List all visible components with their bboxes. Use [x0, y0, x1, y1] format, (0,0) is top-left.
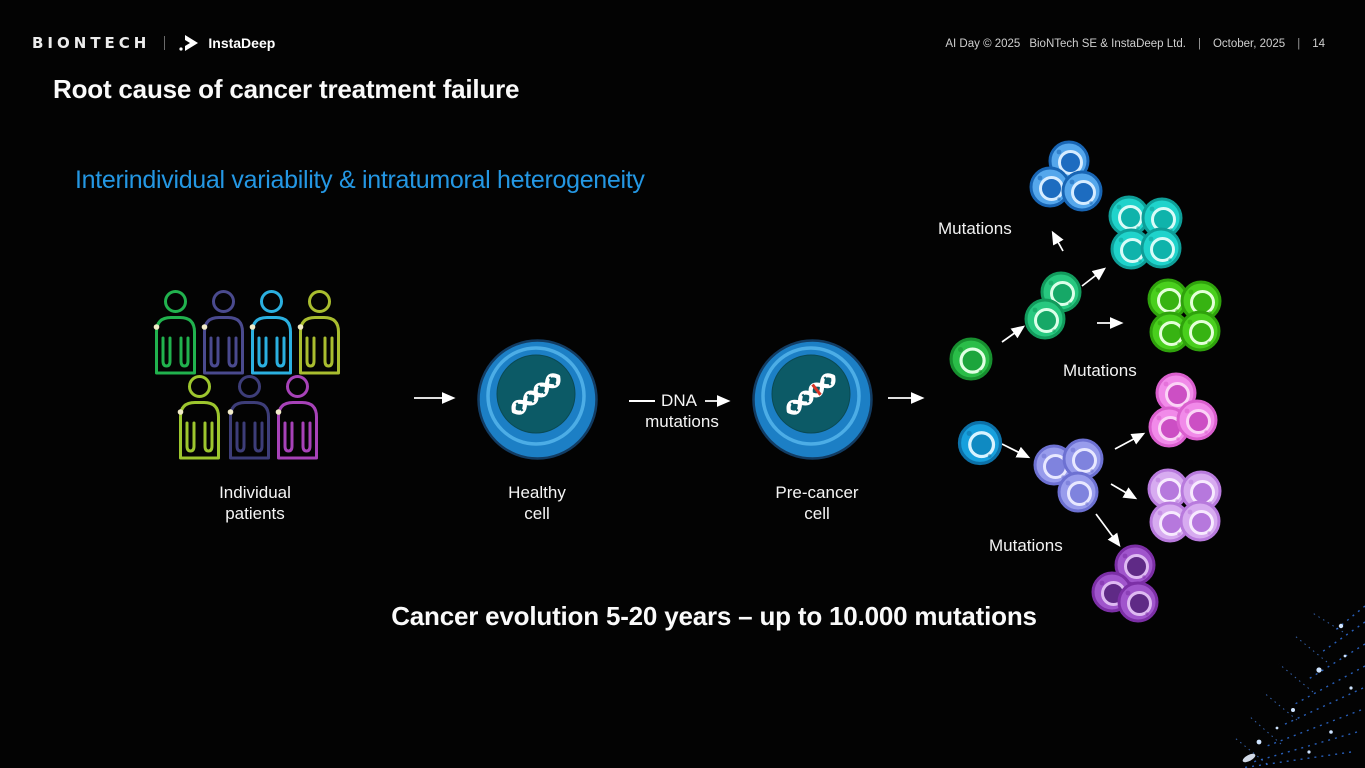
- arrow-icon: [414, 392, 456, 404]
- connector-line: [629, 400, 656, 402]
- meta-date: October, 2025: [1212, 38, 1286, 50]
- network-decoration: [1234, 605, 1365, 768]
- meta-company: BioNTech SE & InstaDeep Ltd.: [1029, 38, 1186, 50]
- cell-single-blue: [959, 422, 1001, 464]
- arrow-icon: [1110, 483, 1138, 500]
- precancer-cell-illustration: [752, 339, 873, 460]
- cell-cluster-teal: [1110, 197, 1181, 268]
- logo-row: BIONTECH InstaDeep: [32, 33, 275, 53]
- caption-text: Cancer evolution 5-20 years – up to 10.0…: [391, 601, 1037, 631]
- cell-cluster-periwinkle: [1035, 440, 1102, 511]
- arrow-icon: [1114, 432, 1146, 450]
- mutation-mark: [811, 383, 822, 396]
- person-icon: [200, 290, 244, 375]
- cell-single-green: [951, 339, 991, 379]
- biontech-logo: BIONTECH: [32, 34, 151, 52]
- slide-caption: Cancer evolution 5-20 years – up to 10.0…: [0, 601, 1365, 632]
- arrow-icon: [1081, 267, 1107, 287]
- arrow-icon: [704, 395, 731, 407]
- person-icon: [248, 290, 292, 375]
- cell-cluster-pink: [1150, 374, 1216, 446]
- precancer-cell-label: Pre-cancer cell: [775, 483, 859, 523]
- arrow-icon: [1001, 443, 1031, 459]
- dna-helix-icon: [511, 373, 561, 415]
- meta-separator: |: [1297, 38, 1301, 50]
- person-icon: [296, 290, 340, 375]
- mutations-word: mutations: [645, 412, 719, 431]
- person-icon: [274, 375, 318, 460]
- dna-mutations-connector: DNA mutations: [627, 391, 737, 432]
- meta-separator: |: [1197, 38, 1201, 50]
- healthy-cell-illustration: [477, 339, 598, 460]
- slide-meta: AI Day © 2025 BioNTech SE & InstaDeep Lt…: [945, 38, 1325, 50]
- dna-helix-mutated-icon: [786, 373, 836, 415]
- instadeep-logo-text: InstaDeep: [208, 35, 276, 51]
- person-icon: [226, 375, 270, 460]
- dna-word: DNA: [661, 391, 697, 410]
- person-icon: [152, 290, 196, 375]
- mutation-tree: [888, 142, 1220, 621]
- healthy-cell-label: Healthy cell: [508, 483, 566, 523]
- instadeep-logo: InstaDeep: [179, 33, 275, 53]
- cell-cluster-orchid: [1149, 470, 1220, 541]
- meta-page-number: 14: [1312, 38, 1325, 50]
- arrow-icon: [1051, 230, 1064, 252]
- arrow-icon: [1001, 325, 1026, 343]
- cell-cluster-emerald: [1026, 273, 1080, 338]
- cell-cluster-bright-green: [1149, 280, 1220, 351]
- individual-patients-icons: [152, 290, 340, 460]
- meta-event: AI Day © 2025: [945, 38, 1021, 50]
- person-icon: [176, 375, 220, 460]
- page-subtitle: Interindividual variability & intratumor…: [75, 166, 645, 194]
- arrow-icon: [1095, 513, 1121, 548]
- patients-label: Individual patients: [219, 483, 291, 523]
- instadeep-play-icon: [179, 35, 199, 51]
- page-title: Root cause of cancer treatment failure: [53, 74, 520, 104]
- cell-cluster-blue: [1031, 142, 1101, 210]
- mutations-label: Mutations: [1063, 361, 1137, 380]
- logo-separator: [164, 36, 166, 50]
- mutations-label: Mutations: [989, 536, 1063, 555]
- mutations-label: Mutations: [938, 219, 1012, 238]
